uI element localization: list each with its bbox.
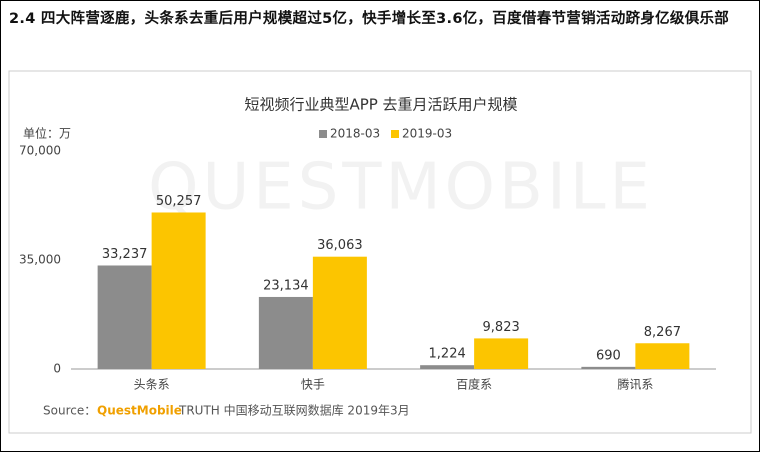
bar [151,212,206,369]
value-label: 33,237 [102,247,148,262]
x-tick-label: 头条系 [134,378,170,392]
unit-label: 单位：万 [23,126,71,141]
bar [635,343,690,369]
y-tick-label: 0 [53,362,61,376]
x-tick-label: 百度系 [456,377,492,392]
source-prefix: Source： [43,404,96,418]
value-label: 36,063 [317,238,363,253]
value-label: 8,267 [644,325,681,340]
legend-label: 2019-03 [402,127,452,141]
x-tick-label: 腾讯系 [617,377,653,392]
watermark: QUESTMOBILE [148,151,654,225]
value-label: 50,257 [156,194,202,209]
chart-title: 短视频行业典型APP 去重月活跃用户规模 [244,96,517,114]
bar [474,338,529,369]
legend-swatch [319,130,327,138]
heading: 2.4 四大阵营逐鹿，头条系去重后用户规模超过5亿，快手增长至3.6亿，百度借春… [9,11,730,27]
bar [97,265,152,369]
bar [312,256,367,369]
y-tick-label: 35,000 [19,253,61,267]
bar [420,365,475,369]
source-brand: QuestMobile [97,404,182,418]
value-label: 23,134 [263,278,309,293]
source-text: TRUTH 中国移动互联网数据库 2019年3月 [178,403,410,418]
value-label: 9,823 [483,320,520,335]
bar [258,296,313,369]
legend-swatch [391,130,399,138]
chart-frame [8,70,752,434]
bar [581,366,636,369]
x-tick-label: 快手 [301,378,325,392]
value-label: 1,224 [429,347,466,362]
value-label: 690 [596,348,621,363]
legend-label: 2018-03 [330,127,380,141]
y-tick-label: 70,000 [19,144,61,158]
